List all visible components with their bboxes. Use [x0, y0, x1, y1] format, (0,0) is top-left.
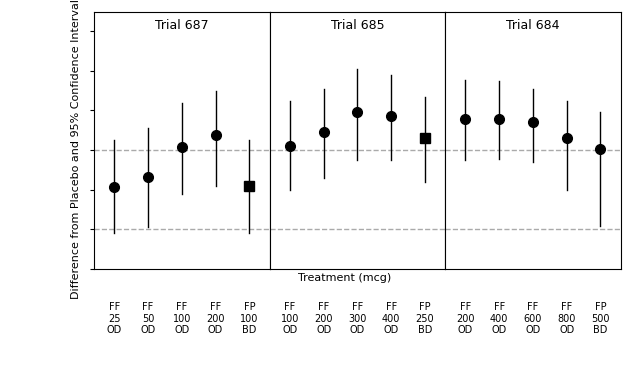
Text: FF
100
OD: FF 100 OD — [172, 302, 191, 336]
Text: FF
400
OD: FF 400 OD — [382, 302, 400, 336]
Text: Trial 685: Trial 685 — [330, 19, 384, 32]
Text: FP
100
BD: FP 100 BD — [240, 302, 258, 336]
Text: FF
50
OD: FF 50 OD — [140, 302, 155, 336]
Text: Treatment (mcg): Treatment (mcg) — [298, 273, 391, 283]
Text: FF
200
OD: FF 200 OD — [206, 302, 225, 336]
Text: Trial 684: Trial 684 — [506, 19, 560, 32]
Text: FF
25
OD: FF 25 OD — [107, 302, 122, 336]
Text: FP
500
BD: FP 500 BD — [591, 302, 609, 336]
Text: FF
100
OD: FF 100 OD — [281, 302, 299, 336]
Text: FF
300
OD: FF 300 OD — [348, 302, 367, 336]
Text: FP
250
BD: FP 250 BD — [416, 302, 435, 336]
Y-axis label: Difference from Placebo and 95% Confidence Interval (L): Difference from Placebo and 95% Confiden… — [71, 0, 81, 300]
Text: Trial 687: Trial 687 — [155, 19, 209, 32]
Text: FF
800
OD: FF 800 OD — [557, 302, 576, 336]
Text: FF
400
OD: FF 400 OD — [490, 302, 508, 336]
Text: FF
600
OD: FF 600 OD — [524, 302, 542, 336]
Text: FF
200
OD: FF 200 OD — [314, 302, 333, 336]
Text: FF
200
OD: FF 200 OD — [456, 302, 475, 336]
